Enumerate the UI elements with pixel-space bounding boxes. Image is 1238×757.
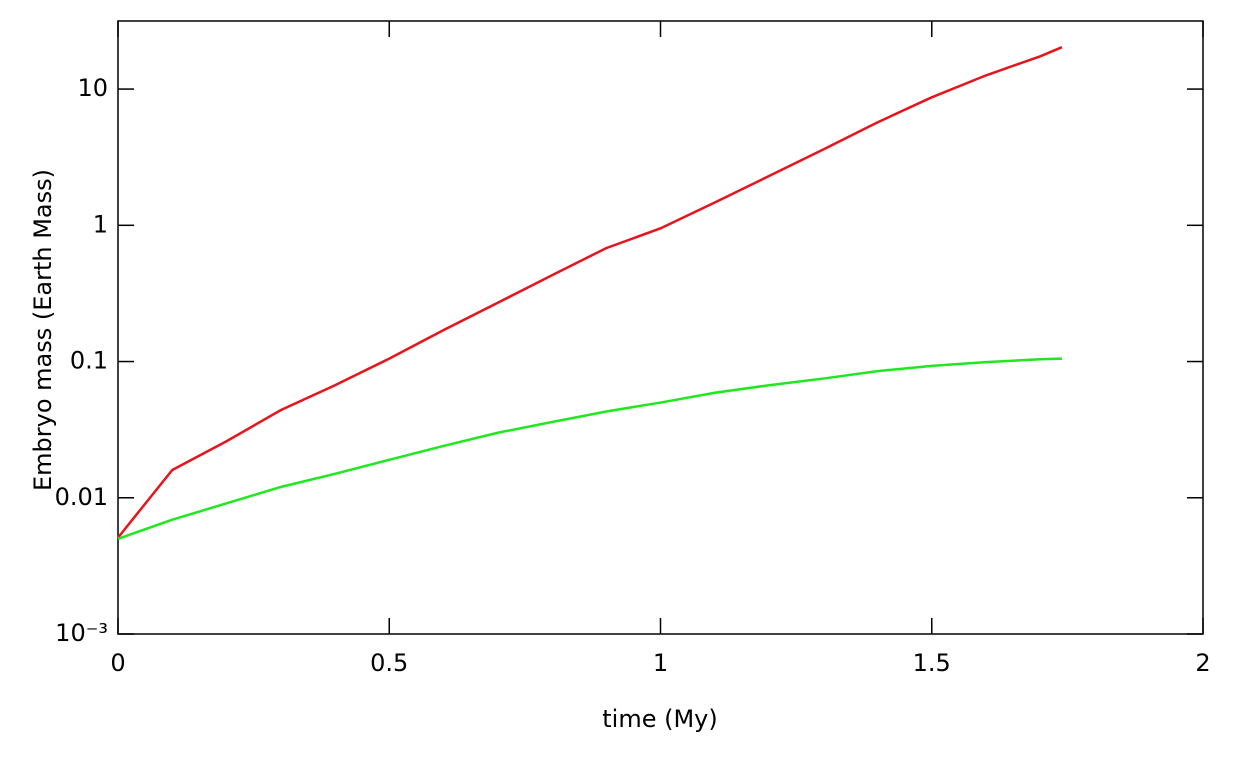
- data-line: [117, 46, 1063, 539]
- data-line: [117, 357, 1062, 540]
- y-tick-label: 1: [93, 210, 108, 238]
- x-tick-label: 0.5: [370, 649, 408, 677]
- x-axis-label: time (My): [602, 705, 718, 733]
- y-tick-label: 0.01: [55, 483, 108, 511]
- x-tick-label: 1.5: [913, 649, 951, 677]
- y-axis-label: Embryo mass (Earth Mass): [29, 169, 57, 491]
- y-tick-label: 10⁻³: [55, 619, 108, 647]
- x-tick-label: 0: [110, 649, 125, 677]
- x-tick-label: 2: [1195, 649, 1210, 677]
- y-tick-label: 0.1: [70, 347, 108, 375]
- plot-frame: [117, 20, 1204, 635]
- y-tick-label: 10: [77, 74, 108, 102]
- x-tick-label: 1: [653, 649, 668, 677]
